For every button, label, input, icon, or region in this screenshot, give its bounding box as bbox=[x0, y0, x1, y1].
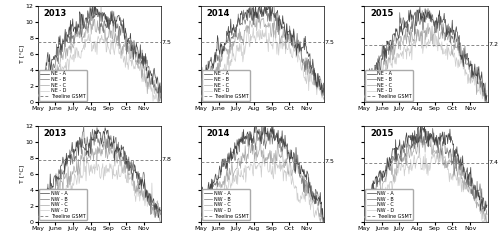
Legend: NW - A, NW - B, NW - C, NW - D, Treeline GSMT: NW - A, NW - B, NW - C, NW - D, Treeline… bbox=[366, 190, 413, 220]
Legend: NW - A, NW - B, NW - C, NW - D, Treeline GSMT: NW - A, NW - B, NW - C, NW - D, Treeline… bbox=[202, 190, 250, 220]
Legend: NE - A, NE - B, NE - C, NE - D, Treeline GSMT: NE - A, NE - B, NE - C, NE - D, Treeline… bbox=[202, 70, 250, 101]
Y-axis label: T [°C]: T [°C] bbox=[19, 45, 24, 63]
Text: 7.5: 7.5 bbox=[325, 160, 335, 164]
Text: 7.5: 7.5 bbox=[325, 40, 335, 45]
Text: 7.4: 7.4 bbox=[488, 160, 498, 165]
Text: 7.2: 7.2 bbox=[488, 42, 498, 47]
Text: 2015: 2015 bbox=[370, 9, 394, 18]
Text: 2014: 2014 bbox=[207, 9, 230, 18]
Text: 2013: 2013 bbox=[44, 9, 67, 18]
Legend: NE - A, NE - B, NE - C, NE - D, Treeline GSMT: NE - A, NE - B, NE - C, NE - D, Treeline… bbox=[39, 70, 87, 101]
Y-axis label: T [°C]: T [°C] bbox=[19, 165, 24, 183]
Text: 2013: 2013 bbox=[44, 129, 67, 138]
Text: 2015: 2015 bbox=[370, 129, 394, 138]
Text: 2014: 2014 bbox=[207, 129, 230, 138]
Legend: NE - A, NE - B, NE - C, NE - D, Treeline GSMT: NE - A, NE - B, NE - C, NE - D, Treeline… bbox=[366, 70, 413, 101]
Legend: NW - A, NW - B, NW - C, NW - D, Treeline GSMT: NW - A, NW - B, NW - C, NW - D, Treeline… bbox=[39, 190, 87, 220]
Text: 7.8: 7.8 bbox=[162, 157, 172, 162]
Text: 7.5: 7.5 bbox=[162, 40, 172, 45]
